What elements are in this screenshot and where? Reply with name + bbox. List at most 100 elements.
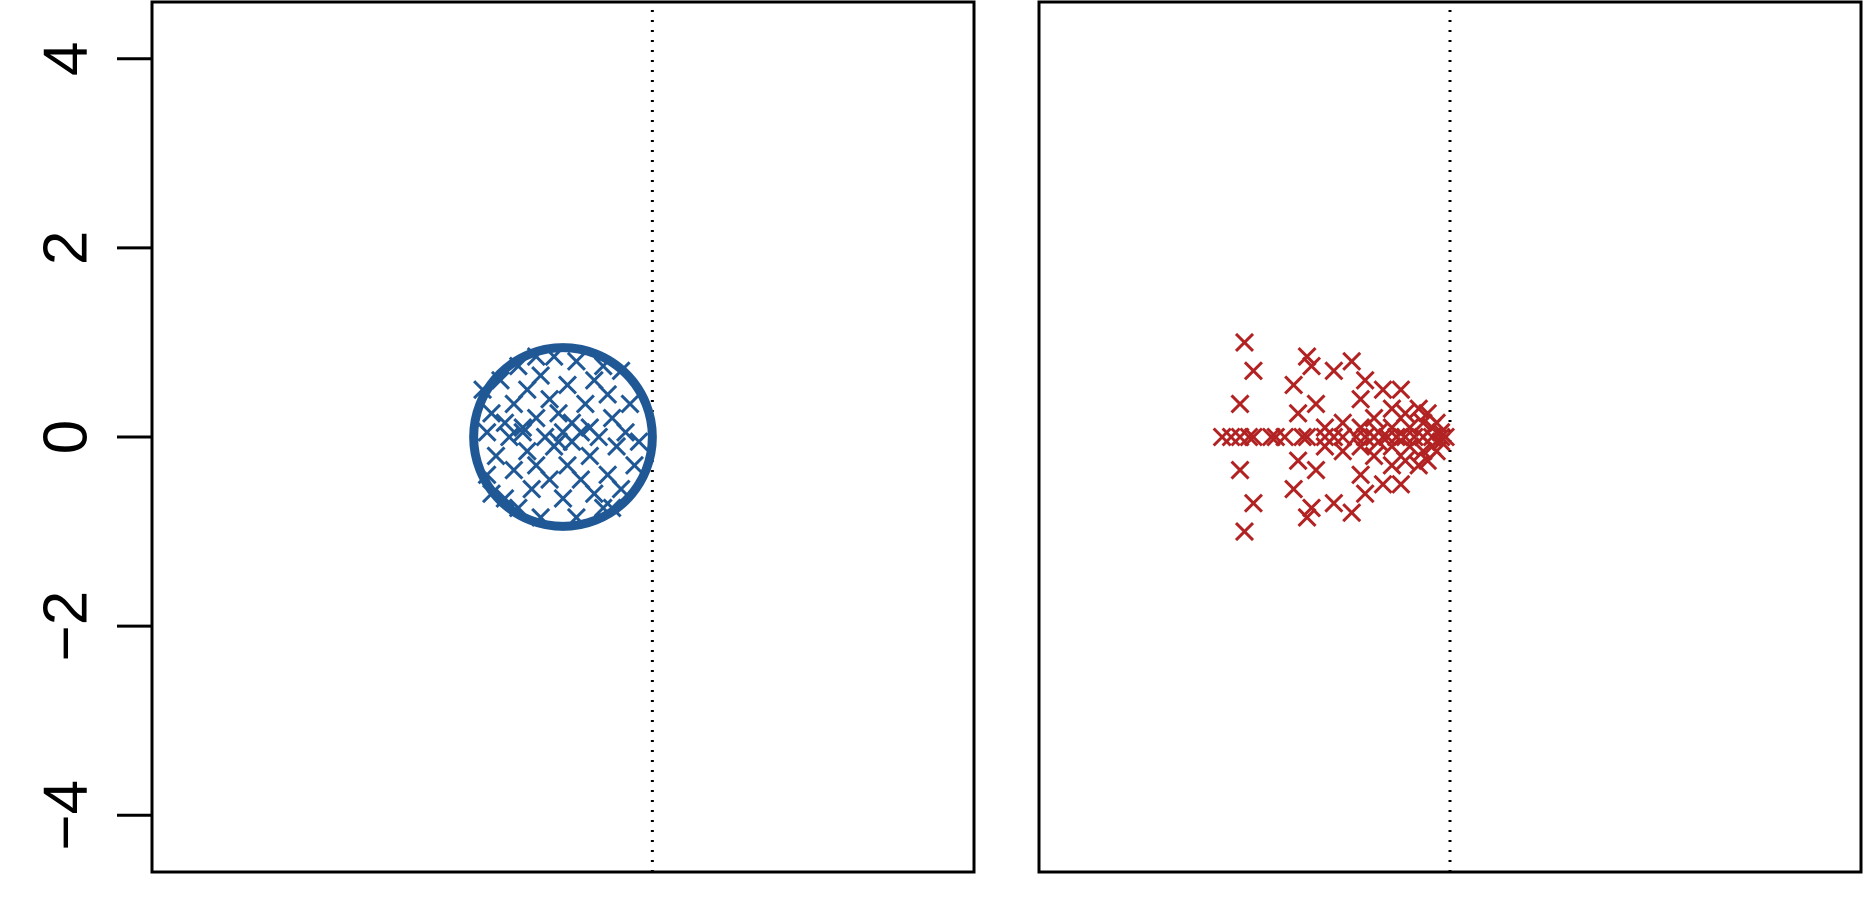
data-point [1391,380,1411,400]
data-point [593,498,613,518]
data-point [615,422,636,442]
data-point [1284,375,1304,395]
data-point [495,413,515,433]
data-point [1301,498,1322,518]
data-point [544,347,564,367]
data-point [1297,507,1317,527]
data-point [1333,413,1353,433]
data-point [1351,389,1371,409]
data-point [1306,460,1326,480]
y-tick-label: 0 [31,420,100,454]
y-tick-label: −4 [31,780,100,851]
data-point [1239,427,1259,447]
data-point [1404,427,1424,447]
data-point [477,422,497,442]
data-point [1293,427,1313,447]
y-tick-label: 2 [31,231,100,265]
data-point [1364,408,1384,428]
data-point [548,432,569,452]
y-tick-label: −2 [31,591,100,662]
data-point [620,394,640,414]
data-point [553,488,573,509]
data-point [1212,427,1232,447]
data-point [1315,417,1335,438]
data-point [1427,441,1447,461]
data-point [1395,427,1415,447]
data-point [1355,484,1375,504]
data-point [477,465,497,485]
data-point [531,365,551,386]
data-point [508,356,528,376]
data-point [1301,356,1322,376]
data-point [548,403,569,423]
data-point [1409,455,1429,475]
data-point [1288,451,1308,471]
data-point [1351,465,1371,485]
data-point [513,422,533,442]
y-axis: −4 −2 0 2 4 [31,41,152,851]
data-point [540,389,560,409]
data-point [540,469,560,490]
data-point [1234,332,1255,352]
data-point [1230,394,1250,414]
data-point [1275,427,1295,447]
unit-circle [469,343,657,531]
data-point [1243,361,1263,381]
data-point [481,484,502,504]
data-point [1400,417,1420,438]
data-point [611,479,631,499]
data-point [1243,493,1263,513]
data-point [1409,399,1429,419]
plot-frame [1037,0,1863,874]
data-point [513,417,533,438]
data-point [571,422,591,442]
data-point [1382,399,1402,419]
data-point [522,479,542,499]
data-point [1221,427,1241,447]
data-point [495,488,515,509]
data-point [1234,522,1255,542]
data-point [1386,427,1406,447]
data-point [1355,427,1375,447]
data-point [1342,503,1362,523]
data-point [504,460,524,480]
data-point [1431,432,1451,452]
data-point [566,351,586,371]
data-point [1351,417,1371,438]
data-point [1297,427,1317,447]
data-point [598,384,618,405]
data-point [531,507,551,527]
data-point [1377,427,1398,447]
data-point [1324,361,1344,381]
data-point [526,347,546,367]
data-point [1355,370,1375,390]
data-point [1324,493,1344,513]
data-point [508,498,528,518]
data-point [557,375,578,395]
data-point [1284,479,1304,499]
data-point [1306,394,1326,414]
data-point [1427,413,1447,433]
data-point [1364,446,1384,466]
data-point [566,507,586,527]
right-panel [1037,0,1863,874]
data-point [1373,474,1393,494]
data-point [1266,427,1286,447]
data-point [1230,460,1250,480]
data-point [486,446,506,466]
data-point [1400,436,1420,457]
data-point [1382,455,1402,475]
data-point [1342,351,1362,371]
data-point [629,432,649,452]
data-point [624,455,645,475]
data-point [1315,427,1335,447]
data-point [1243,427,1263,447]
data-point [473,380,493,400]
data-point [584,484,604,504]
data-point [611,361,631,381]
data-point [1351,436,1371,457]
data-point [607,436,627,457]
data-point [1333,441,1353,461]
data-point [1391,474,1411,494]
